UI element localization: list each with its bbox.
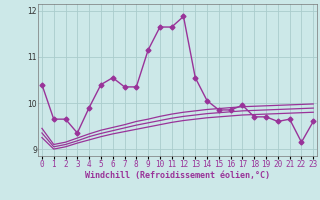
X-axis label: Windchill (Refroidissement éolien,°C): Windchill (Refroidissement éolien,°C) — [85, 171, 270, 180]
